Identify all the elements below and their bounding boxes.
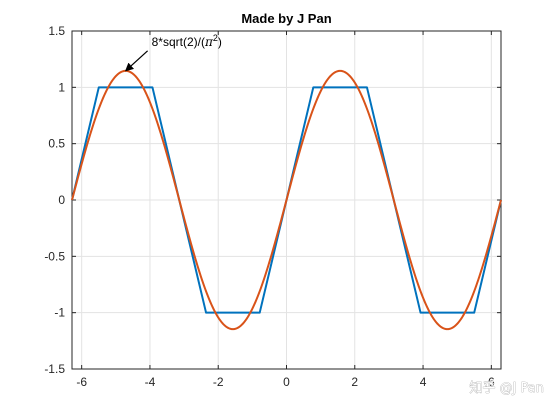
ticks: -6 -4 -2 0 2 4 6 1.5 1 0.5 0 -0.5 -1 -1.5: [44, 24, 501, 389]
x-tick-label: 0: [283, 375, 290, 389]
series-line-sine: [71, 69, 502, 331]
x-tick-label: -6: [76, 375, 87, 389]
chart-title: Made by J Pan: [241, 11, 331, 26]
x-tick-label: 4: [420, 375, 427, 389]
x-tick-label: -4: [145, 375, 156, 389]
annotations: 8*sqrt(2)/(π2): [125, 33, 222, 72]
y-tick-label: 1.5: [48, 24, 65, 38]
x-tick-label: 6: [488, 375, 495, 389]
x-tick-label: 2: [351, 375, 358, 389]
y-tick-label: 0: [58, 193, 65, 207]
x-tick-label: -2: [213, 375, 224, 389]
series-group: [71, 69, 502, 331]
y-tick-label: -1.5: [44, 362, 65, 376]
annotation-label: 8*sqrt(2)/(π2): [152, 33, 222, 49]
y-tick-label: 0.5: [48, 137, 65, 151]
annotation-arrow: [125, 50, 149, 72]
y-tick-label: -1: [54, 306, 65, 320]
watermark: 知乎 @J Pan: [469, 380, 544, 396]
y-tick-label: -0.5: [44, 249, 65, 263]
y-tick-label: 1: [58, 80, 65, 94]
